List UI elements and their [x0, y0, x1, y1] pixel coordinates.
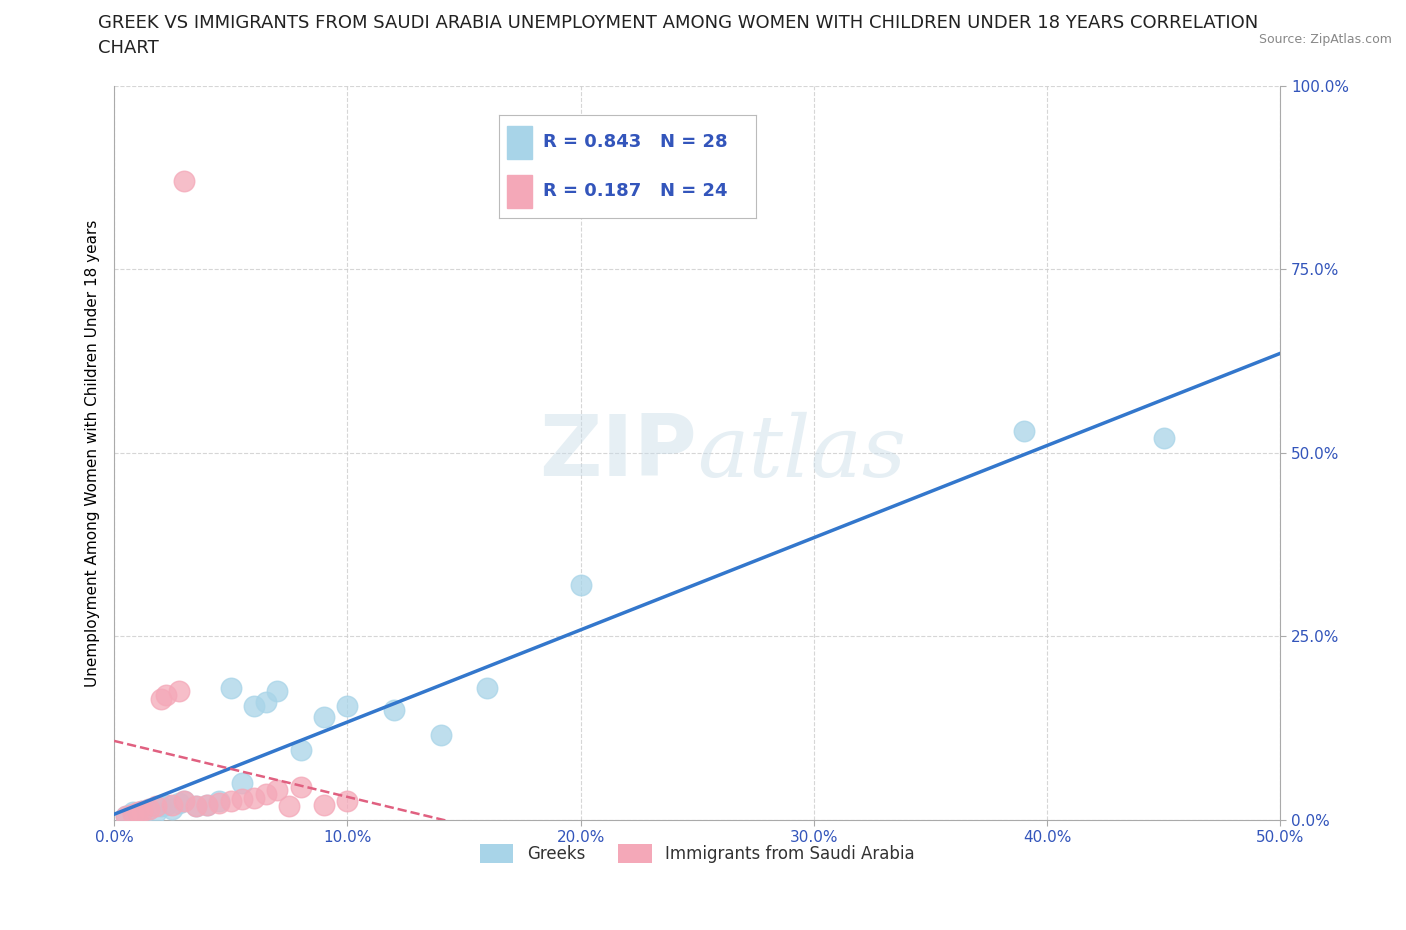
Point	[162, 797, 184, 812]
Point	[145, 799, 167, 814]
Point	[138, 801, 160, 816]
Point	[145, 804, 167, 819]
Legend: Greeks, Immigrants from Saudi Arabia: Greeks, Immigrants from Saudi Arabia	[474, 837, 921, 870]
Point	[278, 799, 301, 814]
Point	[477, 680, 499, 695]
Point	[219, 794, 242, 809]
Text: CHART: CHART	[98, 39, 159, 57]
Point	[173, 794, 195, 809]
Point	[290, 779, 312, 794]
Point	[121, 806, 143, 821]
Point	[149, 799, 172, 814]
Point	[290, 742, 312, 757]
Y-axis label: Unemployment Among Women with Children Under 18 years: Unemployment Among Women with Children U…	[86, 219, 100, 686]
Point	[149, 691, 172, 706]
Text: ZIP: ZIP	[540, 411, 697, 495]
Point	[314, 710, 336, 724]
Text: GREEK VS IMMIGRANTS FROM SAUDI ARABIA UNEMPLOYMENT AMONG WOMEN WITH CHILDREN UND: GREEK VS IMMIGRANTS FROM SAUDI ARABIA UN…	[98, 14, 1258, 32]
Point	[231, 791, 253, 806]
Text: atlas: atlas	[697, 411, 907, 494]
Point	[127, 804, 149, 819]
Point	[127, 806, 149, 821]
Point	[336, 698, 359, 713]
Point	[115, 808, 138, 823]
Point	[219, 680, 242, 695]
Point	[131, 804, 153, 818]
Point	[173, 794, 195, 809]
Point	[429, 728, 451, 743]
Point	[254, 787, 277, 802]
Point	[266, 783, 288, 798]
Point	[1153, 431, 1175, 445]
Point	[336, 794, 359, 809]
Point	[184, 799, 207, 814]
Point	[138, 801, 160, 816]
Text: Source: ZipAtlas.com: Source: ZipAtlas.com	[1258, 33, 1392, 46]
Point	[169, 796, 191, 811]
Point	[197, 797, 219, 812]
Point	[243, 790, 266, 805]
Point	[169, 684, 191, 698]
Point	[208, 794, 231, 809]
Point	[155, 797, 177, 812]
Point	[254, 695, 277, 710]
Point	[208, 796, 231, 811]
Point	[197, 797, 219, 812]
Point	[115, 808, 138, 823]
Point	[382, 702, 405, 717]
Point	[131, 804, 153, 818]
Point	[1012, 423, 1035, 438]
Point	[243, 698, 266, 713]
Point	[569, 578, 592, 592]
Point	[231, 776, 253, 790]
Point	[314, 797, 336, 812]
Point	[155, 687, 177, 702]
Point	[121, 804, 143, 819]
Point	[173, 174, 195, 189]
Point	[184, 799, 207, 814]
Point	[266, 684, 288, 698]
Point	[162, 801, 184, 816]
